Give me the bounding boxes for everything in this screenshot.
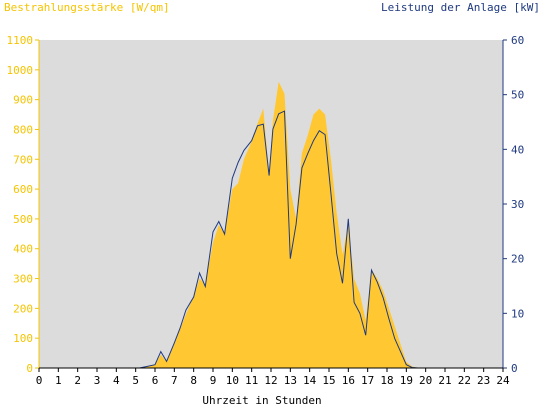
- y-left-tick-label: 100: [13, 332, 33, 345]
- y-left-tick-label: 600: [13, 183, 33, 196]
- x-tick-label: 16: [342, 374, 355, 387]
- y-right-tick-label: 20: [511, 253, 524, 266]
- x-tick-label: 9: [210, 374, 217, 387]
- irradiance-area: [39, 81, 503, 368]
- x-axis-label: Uhrzeit in Stunden: [202, 394, 322, 407]
- y-right-tick-label: 0: [511, 362, 518, 375]
- y-left-tick-label: 0: [26, 362, 33, 375]
- x-tick-label: 14: [303, 374, 317, 387]
- x-tick-label: 15: [322, 374, 335, 387]
- y-left-tick-label: 900: [13, 94, 33, 107]
- axes-layer: 0100200300400500600700800900100011000102…: [7, 34, 525, 387]
- x-tick-label: 11: [245, 374, 258, 387]
- x-tick-label: 2: [74, 374, 81, 387]
- x-tick-label: 18: [380, 374, 393, 387]
- y-left-tick-label: 700: [13, 153, 33, 166]
- x-tick-label: 22: [458, 374, 471, 387]
- y-left-tick-label: 1000: [7, 64, 34, 77]
- power-line: [39, 110, 503, 369]
- y-right-tick-label: 60: [511, 34, 524, 47]
- y-left-tick-label: 1100: [7, 34, 34, 47]
- x-tick-label: 13: [284, 374, 297, 387]
- y-left-tick-label: 300: [13, 273, 33, 286]
- power-line-layer: [39, 110, 503, 369]
- x-tick-label: 17: [361, 374, 374, 387]
- y-left-tick-label: 800: [13, 123, 33, 136]
- x-tick-label: 0: [36, 374, 43, 387]
- x-tick-label: 23: [477, 374, 490, 387]
- x-tick-label: 10: [226, 374, 239, 387]
- x-tick-label: 5: [132, 374, 139, 387]
- x-tick-label: 7: [171, 374, 178, 387]
- x-tick-label: 6: [152, 374, 159, 387]
- y-axis-left-label: Bestrahlungsstärke [W/qm]: [4, 1, 170, 14]
- y-right-tick-label: 10: [511, 307, 524, 320]
- x-tick-label: 21: [438, 374, 451, 387]
- x-tick-label: 1: [55, 374, 62, 387]
- x-tick-label: 8: [190, 374, 197, 387]
- x-tick-label: 3: [94, 374, 101, 387]
- irradiance-area-layer: [39, 81, 503, 368]
- x-tick-label: 12: [264, 374, 277, 387]
- y-right-tick-label: 50: [511, 89, 524, 102]
- y-left-tick-label: 400: [13, 243, 33, 256]
- y-left-tick-label: 500: [13, 213, 33, 226]
- y-axis-right-label: Leistung der Anlage [kW]: [381, 1, 540, 14]
- x-tick-label: 20: [419, 374, 432, 387]
- y-left-tick-label: 200: [13, 302, 33, 315]
- y-right-tick-label: 40: [511, 143, 524, 156]
- y-right-tick-label: 30: [511, 198, 524, 211]
- x-tick-label: 4: [113, 374, 120, 387]
- x-tick-label: 19: [400, 374, 413, 387]
- x-tick-label: 24: [496, 374, 510, 387]
